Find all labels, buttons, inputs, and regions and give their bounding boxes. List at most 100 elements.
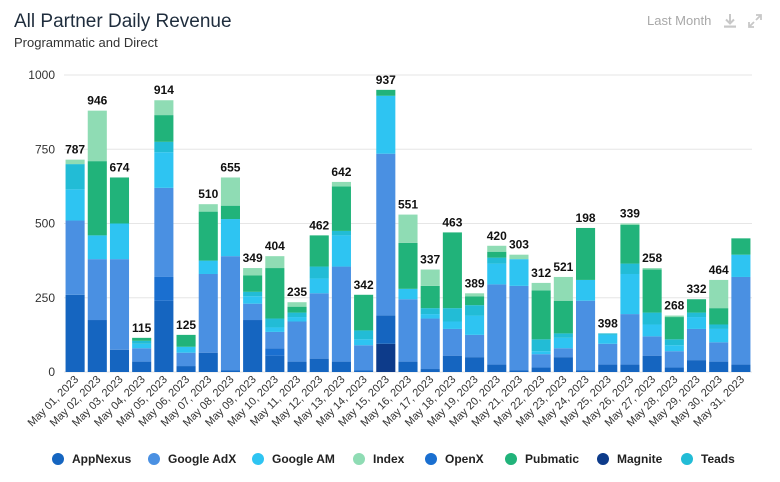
bar-segment-google-am xyxy=(731,254,751,277)
expand-icon[interactable] xyxy=(745,11,765,31)
bar-segment-google-adx xyxy=(487,284,507,365)
bar-segment-google-adx xyxy=(65,220,85,295)
y-tick-label: 750 xyxy=(35,142,55,156)
bar-segment-pubmatic xyxy=(354,294,374,331)
bar-segment-pubmatic xyxy=(731,238,751,255)
bar-total-label: 521 xyxy=(553,260,573,274)
bar-segment-google-adx xyxy=(309,293,329,359)
bar-segment-pubmatic xyxy=(132,337,152,341)
bar-segment-google-adx xyxy=(220,256,240,371)
bar-segment-appnexus xyxy=(354,370,374,372)
bar-total-label: 312 xyxy=(531,266,551,280)
legend-item-pubmatic[interactable]: Pubmatic xyxy=(505,452,579,466)
bar-total-label: 342 xyxy=(354,278,374,292)
legend-item-google-am[interactable]: Google AM xyxy=(252,452,335,466)
bar-segment-google-am xyxy=(598,334,618,344)
bar-segment-index xyxy=(709,279,729,309)
bar-segment-pubmatic xyxy=(198,211,218,261)
bar-segment-google-adx xyxy=(198,273,218,353)
bar-segment-google-am xyxy=(398,288,418,300)
bar-segment-google-am xyxy=(331,235,351,267)
bar-segment-teads xyxy=(686,312,707,318)
bar-segment-index xyxy=(620,223,640,225)
bar-segment-pubmatic xyxy=(331,186,351,231)
bar-total-label: 462 xyxy=(309,218,329,232)
bar-total-label: 787 xyxy=(65,143,85,157)
bar-segment-index xyxy=(220,177,240,206)
legend-item-index[interactable]: Index xyxy=(353,452,404,466)
bar-segment-appnexus xyxy=(398,361,418,372)
bar-segment-google-am xyxy=(265,327,285,332)
download-icon[interactable] xyxy=(720,11,740,31)
bar-segment-teads xyxy=(154,141,174,153)
legend-label-google-am: Google AM xyxy=(272,452,335,466)
bar-segment-appnexus xyxy=(553,357,573,372)
bar-segment-appnexus xyxy=(598,364,618,372)
bar-total-label: 258 xyxy=(642,251,662,265)
bar-segment-teads xyxy=(709,324,729,329)
bar-segment-index xyxy=(420,269,440,286)
bar-segment-pubmatic xyxy=(376,89,396,96)
y-tick-label: 1000 xyxy=(28,68,55,82)
bar-segment-index xyxy=(531,282,551,291)
bar-segment-google-adx xyxy=(731,276,751,365)
bar-segment-pubmatic xyxy=(442,232,462,309)
bar-segment-google-adx xyxy=(576,300,596,371)
bar-segment-index xyxy=(287,302,307,307)
bar-segment-google-adx xyxy=(553,348,573,358)
bar-total-label: 339 xyxy=(620,207,640,221)
bar-segment-pubmatic xyxy=(109,177,130,224)
bar-segment-appnexus xyxy=(65,294,85,372)
bar-segment-teads xyxy=(354,330,374,340)
bar-total-label: 404 xyxy=(265,239,285,253)
bar-segment-google-am xyxy=(154,152,174,188)
bar-total-label: 398 xyxy=(598,316,618,330)
bar-segment-google-adx xyxy=(465,334,485,358)
legend-label-index: Index xyxy=(373,452,405,466)
bar-segment-google-am xyxy=(531,351,551,355)
legend-item-google-adx[interactable]: Google AdX xyxy=(148,452,236,466)
bar-segment-teads xyxy=(65,164,85,190)
bar-segment-google-adx xyxy=(87,259,107,321)
bar-segment-google-am xyxy=(87,235,107,260)
bar-segment-google-am xyxy=(287,317,307,322)
bar-segment-appnexus xyxy=(709,361,729,372)
date-range-selector[interactable]: Last Month xyxy=(647,13,712,28)
bar-segment-pubmatic xyxy=(265,268,285,319)
bar-segment-google-am xyxy=(354,339,374,346)
bar-segment-index xyxy=(65,159,85,165)
bar-segment-google-adx xyxy=(686,328,707,361)
bar-segment-google-adx xyxy=(509,285,529,371)
bar-segment-google-am xyxy=(376,95,396,154)
bar-segment-google-am xyxy=(420,314,440,319)
bar-total-label: 125 xyxy=(176,318,196,332)
bar-total-label: 420 xyxy=(487,229,507,243)
bar-segment-index xyxy=(509,254,529,260)
legend-item-appnexus[interactable]: AppNexus xyxy=(52,452,131,466)
bar-segment-google-am xyxy=(487,263,507,285)
legend-item-openx[interactable]: OpenX xyxy=(425,452,484,466)
bar-segment-teads xyxy=(531,339,551,352)
bar-segment-google-am xyxy=(243,296,263,304)
bar-segment-teads xyxy=(553,333,573,338)
bar-segment-appnexus xyxy=(442,355,462,372)
bar-segment-google-adx xyxy=(709,342,729,362)
legend-swatch-index xyxy=(353,453,365,465)
bar-segment-appnexus xyxy=(576,370,596,372)
bar-segment-google-adx xyxy=(331,266,351,362)
bar-total-label: 337 xyxy=(420,253,440,267)
bar-segment-appnexus xyxy=(487,364,507,372)
bar-segment-appnexus xyxy=(87,320,107,372)
bar-segment-teads xyxy=(664,339,684,346)
legend-item-magnite[interactable]: Magnite xyxy=(597,452,662,466)
bar-segment-google-adx xyxy=(442,328,462,356)
bar-segment-google-adx xyxy=(664,351,684,368)
bar-total-label: 389 xyxy=(465,276,485,290)
bar-segment-google-am xyxy=(176,346,196,353)
bar-segment-appnexus xyxy=(198,352,218,372)
bar-segment-teads xyxy=(598,333,618,335)
legend-item-teads[interactable]: Teads xyxy=(681,452,735,466)
bar-total-label: 115 xyxy=(132,321,152,335)
bar-total-label: 349 xyxy=(243,251,263,265)
